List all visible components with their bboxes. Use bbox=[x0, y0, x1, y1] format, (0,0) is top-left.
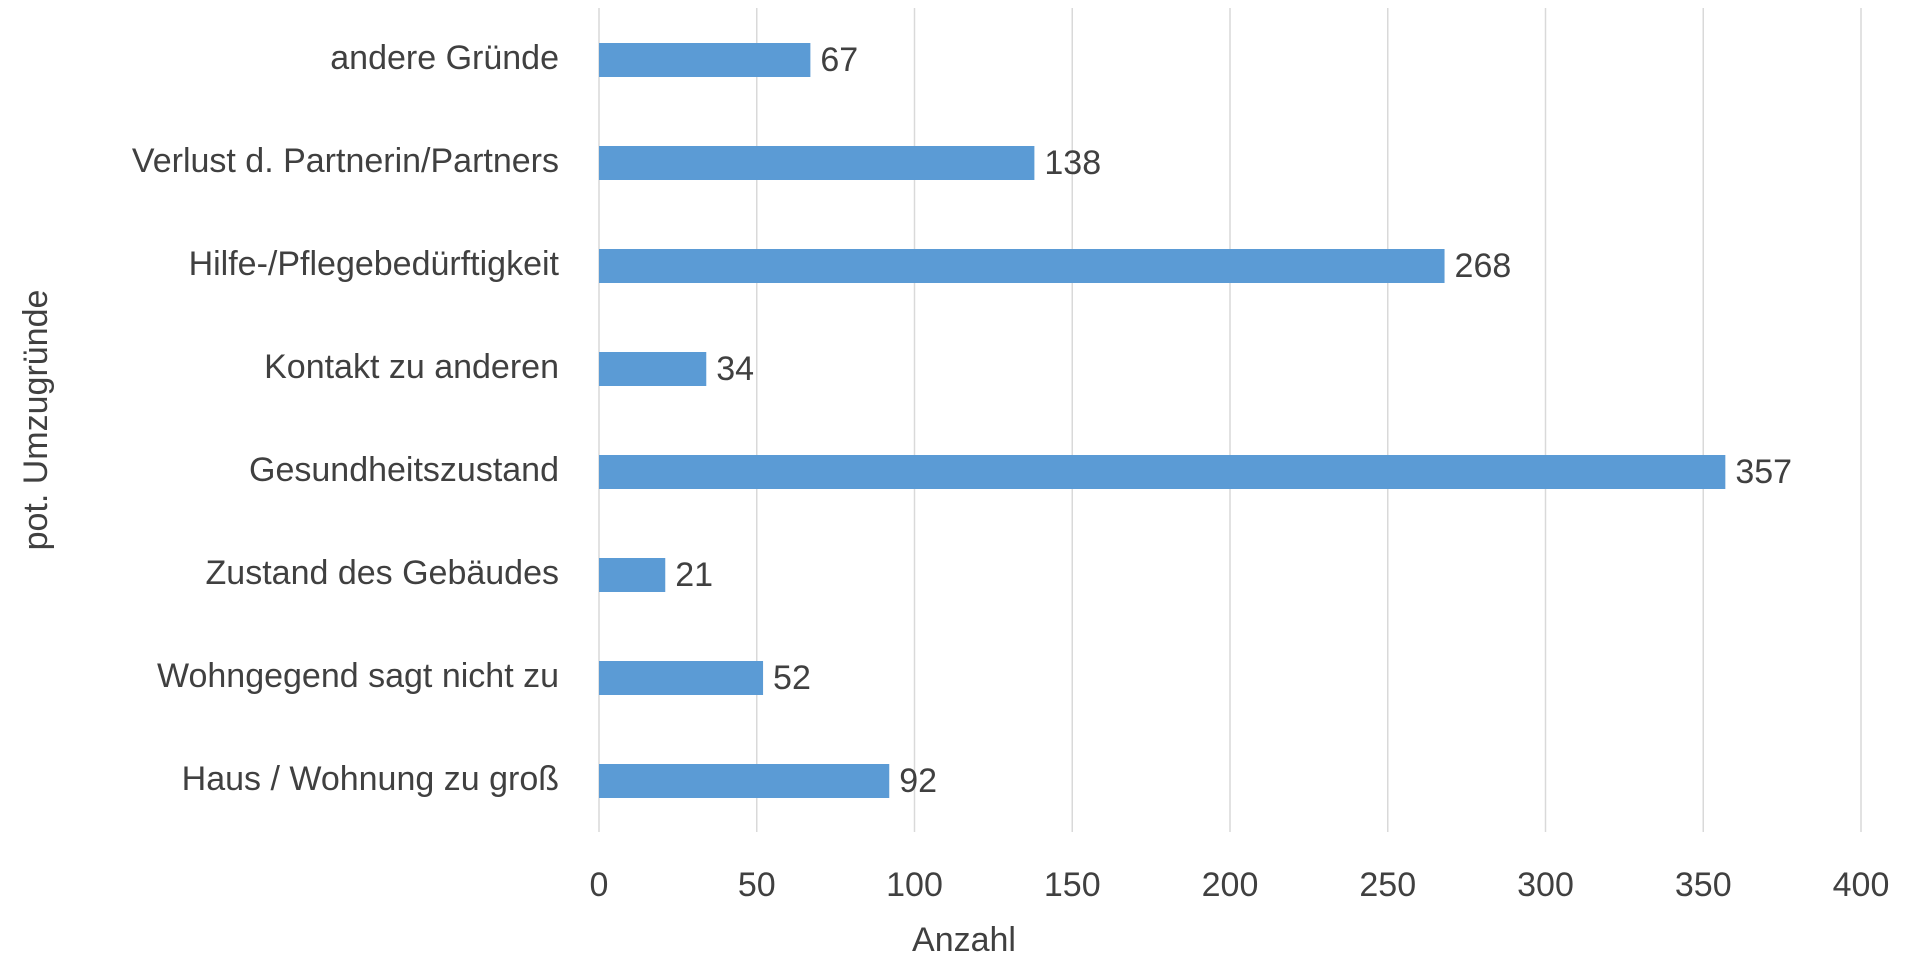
y-tick-label: Verlust d. Partnerin/Partners bbox=[132, 142, 559, 180]
bar bbox=[599, 352, 707, 386]
x-tick-label: 200 bbox=[1202, 866, 1259, 904]
y-tick-label: Zustand des Gebäudes bbox=[206, 554, 559, 592]
bar bbox=[599, 661, 764, 695]
value-label: 92 bbox=[899, 762, 937, 800]
bar bbox=[599, 146, 1035, 180]
value-label: 21 bbox=[675, 556, 713, 594]
y-axis-title: pot. Umzugründe bbox=[17, 290, 55, 551]
value-label: 52 bbox=[773, 659, 811, 697]
x-tick-label: 100 bbox=[886, 866, 943, 904]
x-axis-title: Anzahl bbox=[912, 921, 1016, 958]
bar bbox=[599, 764, 890, 798]
bar bbox=[599, 558, 666, 592]
value-label: 138 bbox=[1044, 144, 1101, 182]
y-tick-label: andere Gründe bbox=[330, 39, 559, 77]
x-tick-label: 0 bbox=[590, 866, 609, 904]
value-label: 268 bbox=[1455, 247, 1512, 285]
bar bbox=[599, 249, 1445, 283]
y-tick-label: Gesundheitszustand bbox=[249, 451, 559, 489]
y-tick-label: Kontakt zu anderen bbox=[264, 348, 559, 386]
value-label: 34 bbox=[716, 350, 754, 388]
x-tick-label: 250 bbox=[1359, 866, 1416, 904]
y-tick-label: Wohngegend sagt nicht zu bbox=[157, 657, 559, 695]
y-tick-label: Hilfe-/Pflegebedürftigkeit bbox=[189, 245, 560, 283]
y-tick-label: Haus / Wohnung zu groß bbox=[182, 760, 559, 798]
value-label: 357 bbox=[1735, 453, 1792, 491]
bar bbox=[599, 455, 1726, 489]
x-tick-label: 50 bbox=[738, 866, 776, 904]
x-tick-label: 400 bbox=[1833, 866, 1890, 904]
x-tick-label: 150 bbox=[1044, 866, 1101, 904]
bar bbox=[599, 43, 811, 77]
x-tick-label: 350 bbox=[1675, 866, 1732, 904]
x-tick-label: 300 bbox=[1517, 866, 1574, 904]
value-label: 67 bbox=[820, 41, 858, 79]
